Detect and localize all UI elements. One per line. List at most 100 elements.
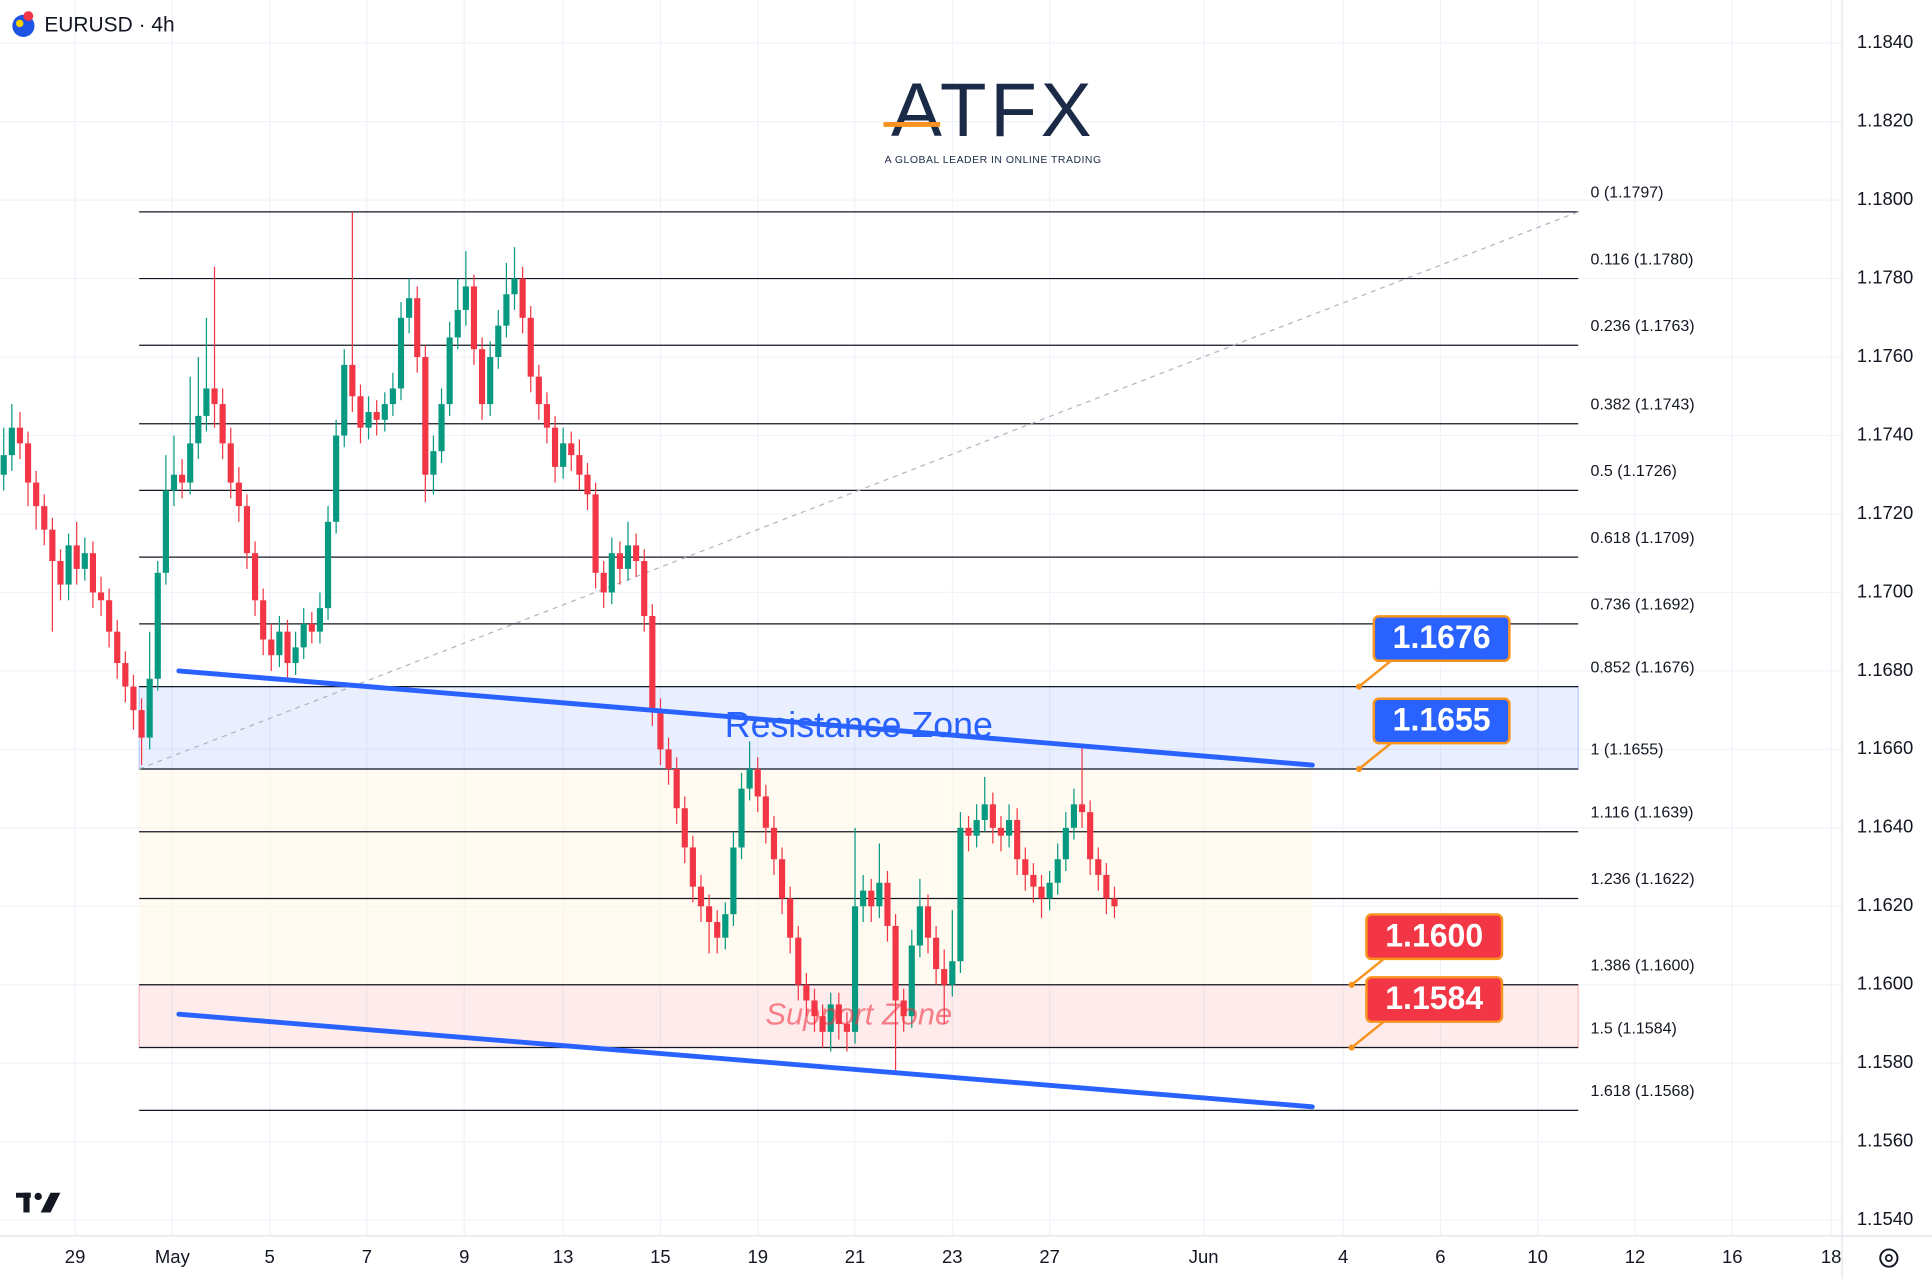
candle-body: [454, 309, 461, 338]
candle-body: [957, 827, 964, 962]
fib-layer: 0 (1.1797) 0.116 (1.1780) 0.236 (1.1763) 0.…: [138, 185, 1695, 1111]
candle-body: [114, 631, 121, 664]
y-tick-label: 1.1840: [1857, 31, 1913, 52]
callout-pointer: [1350, 957, 1385, 986]
callout-anchor: [1355, 765, 1363, 773]
y-tick-label: 1.1620: [1857, 894, 1913, 915]
candle-body: [908, 945, 915, 1017]
callout-pointer: [1358, 659, 1392, 688]
candle-body: [746, 768, 753, 789]
candle-body: [195, 415, 202, 444]
fib-level-label: 1.386 (1.1600): [1591, 958, 1695, 975]
candle-body: [633, 545, 640, 562]
candle-body: [722, 914, 729, 938]
candle-body: [1022, 859, 1029, 875]
x-tick-label: May: [155, 1246, 191, 1267]
candle-body: [57, 561, 64, 585]
candle-body: [624, 545, 632, 569]
candle-body: [373, 411, 380, 420]
candle-body: [16, 427, 24, 444]
candle-body: [787, 898, 794, 938]
candle-body: [997, 827, 1005, 836]
fib-level-label: 0.236 (1.1763): [1591, 318, 1695, 335]
candle-body: [527, 317, 534, 377]
callout-label: 1.1655: [1393, 702, 1491, 738]
callout-anchor: [1348, 981, 1355, 988]
candle-body: [0, 455, 7, 475]
callout-box: [1372, 615, 1511, 662]
x-tick-label: 4: [1338, 1246, 1348, 1267]
x-tick-label: 27: [1039, 1246, 1060, 1267]
candle-body: [543, 404, 551, 428]
candle-body: [154, 572, 161, 679]
candle-body: [876, 882, 883, 907]
candle-body: [657, 710, 664, 750]
candle-body: [1062, 827, 1069, 860]
candle-body: [835, 1004, 842, 1025]
candle-body: [251, 553, 259, 601]
candle-body: [600, 572, 607, 593]
candle-body: [308, 623, 315, 632]
y-tick-label: 1.1720: [1857, 502, 1913, 523]
candle-body: [778, 859, 786, 899]
fib-level-label: 0.382 (1.1743): [1591, 396, 1695, 413]
candle-body: [1087, 812, 1094, 860]
candle-body: [681, 808, 688, 848]
candle-body: [714, 922, 721, 938]
callout-pointer: [1358, 742, 1392, 770]
x-tick-label: 6: [1435, 1246, 1445, 1267]
candle-body: [284, 631, 291, 664]
callout-label: 1.1676: [1393, 619, 1491, 655]
x-tick-label: 15: [650, 1246, 671, 1267]
candle-body: [576, 455, 583, 475]
candle-body: [641, 561, 648, 616]
candle-body: [24, 443, 32, 483]
y-tick-label: 1.1760: [1857, 345, 1913, 366]
candle-body: [568, 443, 575, 456]
candle-body: [106, 600, 113, 632]
settings-icon-center: [1884, 1254, 1893, 1262]
candle-body: [1005, 819, 1013, 836]
fib-anchor-line: [138, 211, 1579, 770]
candle-body: [949, 961, 956, 985]
y-tick-label: 1.1820: [1857, 110, 1913, 131]
candle-body: [989, 804, 996, 828]
candle-body: [406, 298, 413, 318]
fib-level-label: 0.116 (1.1780): [1591, 251, 1694, 268]
trendline: [176, 668, 1315, 768]
candle-body: [73, 545, 80, 569]
candle-body: [357, 396, 364, 428]
symbol-title: EURUSD · 4h: [44, 13, 174, 36]
settings-button[interactable]: [1879, 1248, 1899, 1268]
x-tick-label: 23: [942, 1246, 963, 1267]
candle-body: [49, 529, 56, 562]
y-tick-label: 1.1780: [1857, 266, 1913, 287]
candle-body: [1014, 819, 1021, 860]
candle-body: [1078, 804, 1086, 813]
callout-anchor: [1348, 1044, 1355, 1051]
candle-body: [1038, 886, 1045, 899]
candle-body: [535, 376, 542, 405]
candle-body: [414, 298, 421, 358]
annotation-layer: Resistance Zone Support Zone 1.1676 1.1655 1…: [176, 615, 1511, 1110]
y-tick-label: 1.1680: [1857, 659, 1913, 680]
candle-body: [1111, 898, 1118, 907]
zone-label: Support Zone: [765, 996, 952, 1031]
symbol-header[interactable]: EURUSD · 4h: [12, 11, 175, 37]
fib-level-label: 0.852 (1.1676): [1591, 659, 1695, 676]
callout-box: [1365, 976, 1504, 1023]
candle-body: [65, 545, 72, 585]
candle-body: [665, 749, 672, 769]
candle-body: [438, 404, 445, 452]
candle-body: [33, 482, 40, 507]
candle-body: [608, 553, 615, 593]
candle-body: [122, 663, 129, 687]
x-tick-label: 10: [1527, 1246, 1548, 1267]
x-tick-label: 7: [362, 1246, 372, 1267]
candle-body: [519, 278, 526, 318]
candle-body: [673, 768, 680, 809]
fib-level-label: 0.5 (1.1726): [1591, 463, 1677, 480]
candle-body: [146, 678, 153, 738]
candle-body: [1070, 804, 1078, 828]
